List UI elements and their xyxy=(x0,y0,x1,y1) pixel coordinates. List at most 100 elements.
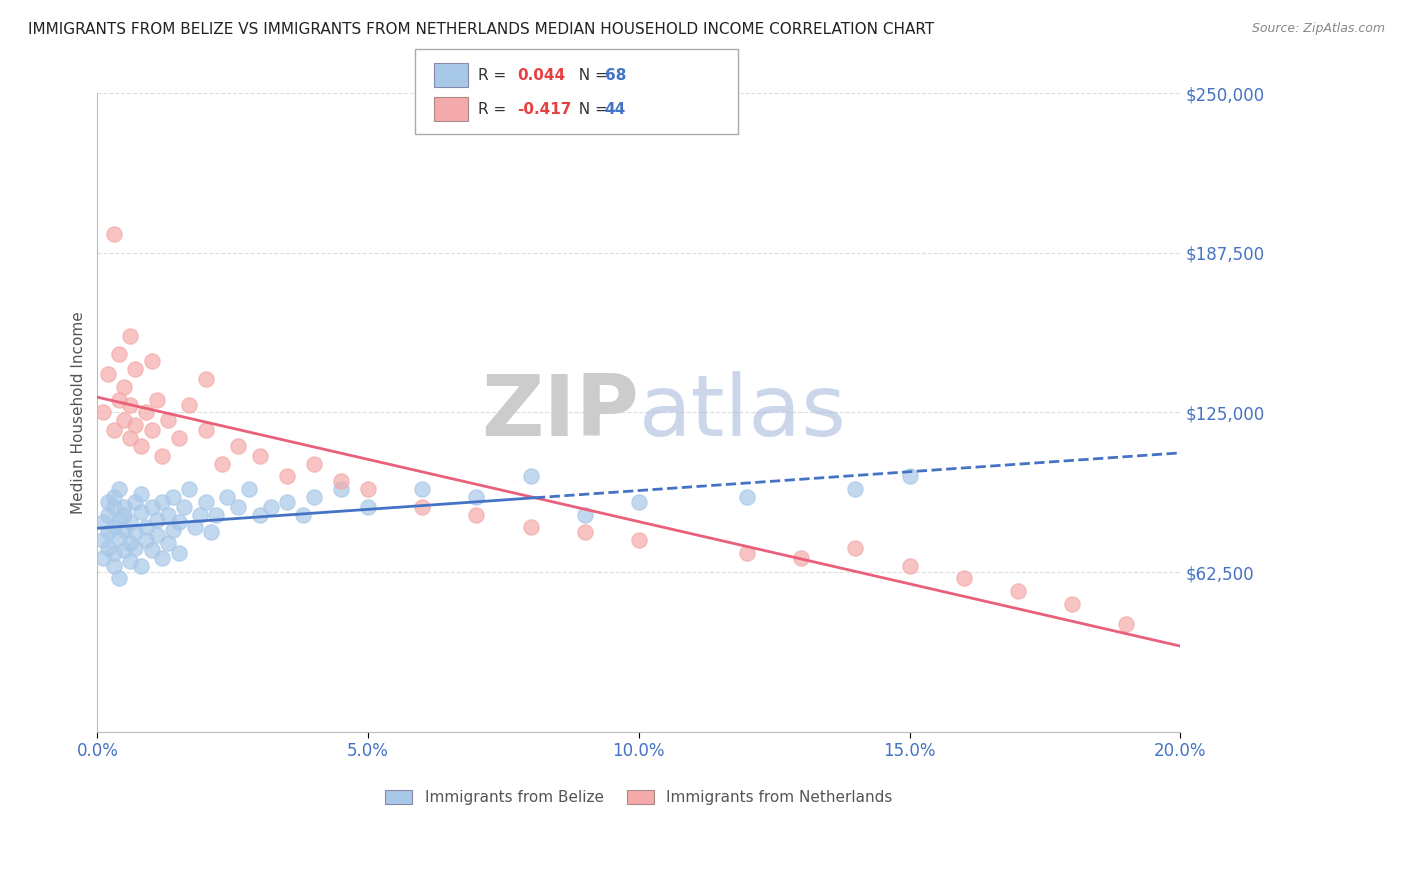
Point xyxy=(124,541,146,555)
Point xyxy=(141,423,163,437)
Text: 0.044: 0.044 xyxy=(517,68,565,83)
Text: Source: ZipAtlas.com: Source: ZipAtlas.com xyxy=(1251,22,1385,36)
Point xyxy=(167,546,190,560)
Point xyxy=(108,513,131,527)
Point xyxy=(103,423,125,437)
Point xyxy=(188,508,211,522)
Point xyxy=(162,523,184,537)
Point xyxy=(156,508,179,522)
Point xyxy=(844,541,866,555)
Text: -0.417: -0.417 xyxy=(517,102,572,117)
Point xyxy=(735,490,758,504)
Point xyxy=(1060,597,1083,611)
Point xyxy=(91,533,114,547)
Point xyxy=(97,508,120,522)
Point xyxy=(249,508,271,522)
Point xyxy=(135,405,157,419)
Point xyxy=(112,543,135,558)
Point xyxy=(108,482,131,496)
Point xyxy=(108,571,131,585)
Point xyxy=(1115,617,1137,632)
Point xyxy=(112,380,135,394)
Point xyxy=(91,551,114,566)
Point xyxy=(103,227,125,241)
Point xyxy=(118,329,141,343)
Text: N =: N = xyxy=(569,102,613,117)
Point xyxy=(97,495,120,509)
Point xyxy=(302,457,325,471)
Point xyxy=(357,500,380,514)
Point xyxy=(519,520,541,534)
Point xyxy=(156,535,179,549)
Point xyxy=(103,546,125,560)
Point xyxy=(129,558,152,573)
Point xyxy=(200,525,222,540)
Point xyxy=(627,533,650,547)
Point xyxy=(146,528,169,542)
Point xyxy=(574,525,596,540)
Legend: Immigrants from Belize, Immigrants from Netherlands: Immigrants from Belize, Immigrants from … xyxy=(378,784,898,811)
Point xyxy=(184,520,207,534)
Point xyxy=(357,482,380,496)
Point xyxy=(330,475,353,489)
Point xyxy=(167,515,190,529)
Point xyxy=(217,490,239,504)
Point xyxy=(411,500,433,514)
Y-axis label: Median Household Income: Median Household Income xyxy=(72,311,86,514)
Point xyxy=(465,508,488,522)
Point xyxy=(790,551,813,566)
Point xyxy=(898,558,921,573)
Point xyxy=(103,490,125,504)
Point xyxy=(330,482,353,496)
Point xyxy=(141,354,163,368)
Point xyxy=(112,500,135,514)
Point xyxy=(226,439,249,453)
Point xyxy=(103,558,125,573)
Point xyxy=(91,405,114,419)
Point xyxy=(118,431,141,445)
Point xyxy=(135,520,157,534)
Text: IMMIGRANTS FROM BELIZE VS IMMIGRANTS FROM NETHERLANDS MEDIAN HOUSEHOLD INCOME CO: IMMIGRANTS FROM BELIZE VS IMMIGRANTS FRO… xyxy=(28,22,935,37)
Point xyxy=(118,553,141,567)
Point xyxy=(844,482,866,496)
Point xyxy=(112,508,135,522)
Point xyxy=(194,372,217,386)
Point xyxy=(124,495,146,509)
Point xyxy=(129,439,152,453)
Point xyxy=(150,449,173,463)
Point xyxy=(97,367,120,381)
Text: N =: N = xyxy=(569,68,613,83)
Point xyxy=(156,413,179,427)
Text: R =: R = xyxy=(478,68,512,83)
Point xyxy=(150,551,173,566)
Text: 44: 44 xyxy=(605,102,626,117)
Point xyxy=(194,495,217,509)
Point xyxy=(146,513,169,527)
Text: R =: R = xyxy=(478,102,512,117)
Point xyxy=(276,495,298,509)
Point xyxy=(173,500,195,514)
Point xyxy=(194,423,217,437)
Point xyxy=(238,482,260,496)
Point xyxy=(179,482,201,496)
Point xyxy=(898,469,921,483)
Point xyxy=(150,495,173,509)
Point xyxy=(112,523,135,537)
Text: 68: 68 xyxy=(605,68,626,83)
Point xyxy=(97,525,120,540)
Point xyxy=(519,469,541,483)
Point xyxy=(118,535,141,549)
Point xyxy=(97,541,120,555)
Point xyxy=(124,525,146,540)
Point xyxy=(465,490,488,504)
Point xyxy=(112,413,135,427)
Point xyxy=(952,571,974,585)
Text: ZIP: ZIP xyxy=(481,371,638,454)
Point xyxy=(162,490,184,504)
Point xyxy=(179,398,201,412)
Text: atlas: atlas xyxy=(638,371,846,454)
Point xyxy=(276,469,298,483)
Point xyxy=(292,508,315,522)
Point xyxy=(574,508,596,522)
Point xyxy=(108,347,131,361)
